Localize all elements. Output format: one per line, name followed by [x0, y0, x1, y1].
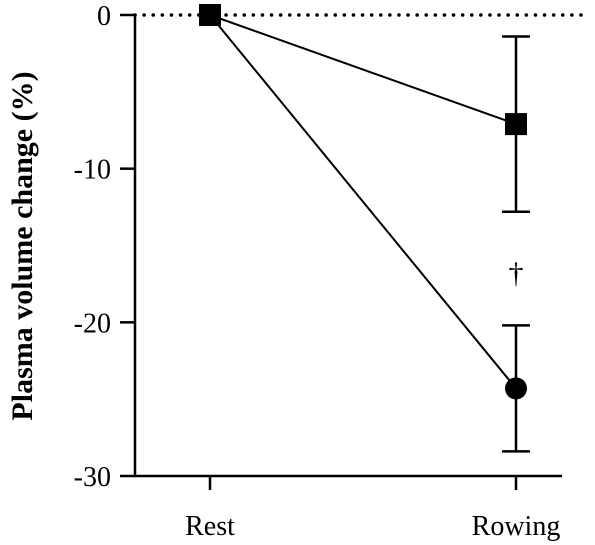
significance-dagger: † — [509, 257, 524, 290]
x-tick-label: Rest — [185, 511, 235, 542]
data-markers — [199, 4, 527, 400]
series-line-circle — [209, 14, 517, 390]
y-tick-label: -20 — [74, 308, 111, 339]
y-axis: 0 -10 -20 -30 — [74, 1, 137, 493]
x-axis: Rest Rowing — [134, 474, 562, 542]
y-axis-title: Plasma volume change (%) — [6, 71, 39, 420]
series-lines — [209, 14, 517, 390]
series-line-square — [209, 14, 517, 126]
data-point-circle — [505, 377, 527, 400]
y-tick-label: -30 — [74, 462, 111, 493]
x-tick-label: Rowing — [472, 511, 561, 542]
y-tick-label: 0 — [97, 1, 111, 32]
data-point-square — [505, 113, 527, 136]
data-point-square — [199, 4, 221, 26]
annotations: † — [509, 257, 524, 290]
y-tick-label: -10 — [74, 155, 111, 186]
